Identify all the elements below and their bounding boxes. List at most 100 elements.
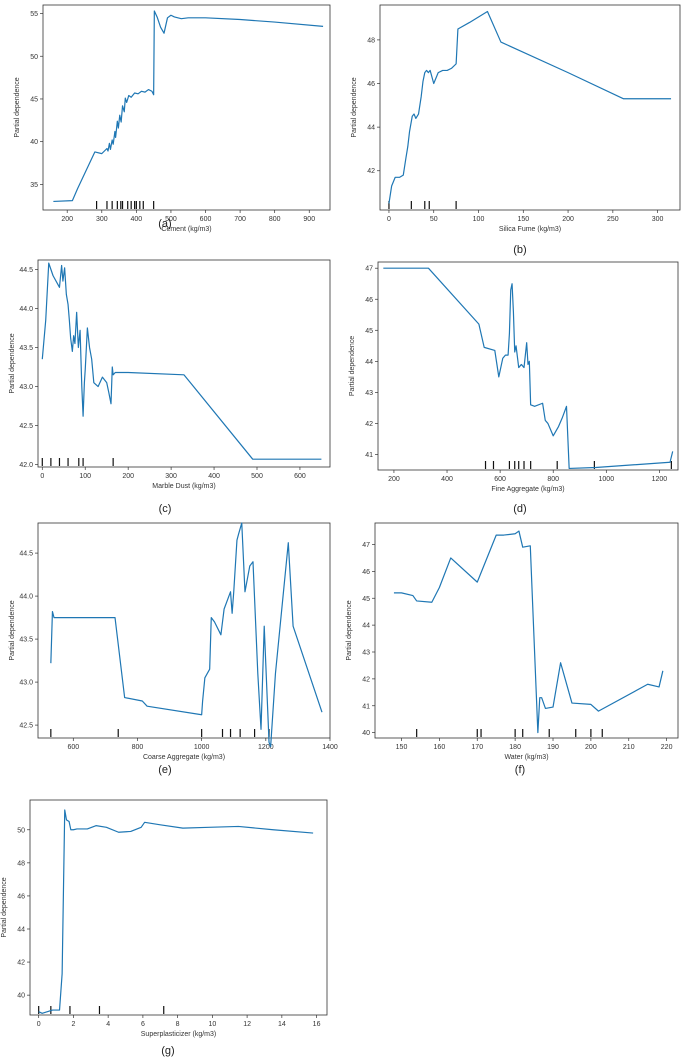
x-tick-label: 0 [40, 473, 44, 480]
y-tick-label: 40 [17, 993, 25, 1000]
y-tick-label: 44 [362, 623, 370, 630]
y-tick-label: 44 [17, 927, 25, 934]
partial-dependence-line [38, 809, 314, 1014]
x-tick-label: 210 [623, 744, 635, 751]
y-tick-label: 46 [365, 297, 373, 304]
y-tick-label: 48 [17, 860, 25, 867]
x-tick-label: 150 [396, 744, 408, 751]
y-tick-label: 43.0 [19, 680, 33, 687]
chart-panel-1: 200 300 400 500 600 700 800 900 35 40 45 50 55 Cement… [14, 4, 331, 233]
x-tick-label: 14 [278, 1021, 286, 1028]
y-tick-label: 46 [17, 893, 25, 900]
x-tick-label: 180 [509, 744, 521, 751]
x-tick-label: 12 [243, 1021, 251, 1028]
panel-label: (g) [161, 1045, 174, 1057]
x-tick-label: 50 [430, 216, 438, 223]
x-tick-label: 170 [471, 744, 483, 751]
chart-panel-4: 200 400 600 800 1000 1200 41 42 43 44 45 46 47 Fine A… [349, 261, 679, 515]
y-tick-label: 47 [365, 266, 373, 273]
y-tick-label: 44 [365, 359, 373, 366]
x-tick-label: 250 [607, 216, 619, 223]
partial-dependence-line [393, 530, 664, 734]
panel-label: (b) [513, 244, 526, 256]
y-axis-label: Partial dependence [1, 877, 8, 937]
x-tick-label: 1200 [652, 476, 668, 483]
y-tick-label: 44.5 [19, 551, 33, 558]
x-tick-label: 200 [122, 473, 134, 480]
x-axis-label: Marble Dust (kg/m3) [152, 483, 215, 490]
x-tick-label: 600 [67, 744, 79, 751]
y-tick-label: 42 [367, 168, 375, 175]
x-tick-label: 200 [61, 216, 73, 223]
panel-label: (d) [513, 503, 526, 515]
x-tick-label: 400 [131, 216, 143, 223]
plot-frame [29, 799, 328, 1016]
y-tick-label: 44.5 [19, 267, 33, 274]
y-tick-label: 41 [362, 703, 370, 710]
chart-panel-2: 0 50 100 150 200 250 300 42 44 46 48 Silica Fume (k… [351, 4, 681, 256]
y-tick-label: 43.5 [19, 345, 33, 352]
y-tick-label: 46 [362, 569, 370, 576]
x-tick-label: 200 [388, 476, 400, 483]
x-axis-label: Silica Fume (kg/m3) [499, 226, 561, 233]
x-tick-label: 500 [165, 216, 177, 223]
x-tick-label: 220 [661, 744, 673, 751]
y-tick-label: 43.5 [19, 637, 33, 644]
x-tick-label: 200 [585, 744, 597, 751]
y-tick-label: 41 [365, 452, 373, 459]
x-tick-label: 190 [547, 744, 559, 751]
y-tick-label: 42 [365, 421, 373, 428]
y-tick-label: 46 [367, 81, 375, 88]
x-tick-label: 900 [303, 216, 315, 223]
chart-panel-5: 600 800 1000 1200 1400 42.5 43.0 43.5 44.0 44.5 Co… [9, 522, 338, 776]
y-tick-label: 43.0 [19, 384, 33, 391]
partial-dependence-line [53, 10, 324, 203]
x-axis-label: Fine Aggregate (kg/m3) [491, 486, 564, 493]
y-axis-label: Partial dependence [14, 77, 21, 137]
x-tick-label: 600 [294, 473, 306, 480]
plot-frame [42, 4, 331, 211]
partial-dependence-line [388, 10, 672, 204]
y-axis-label: Partial dependence [9, 600, 16, 660]
x-tick-label: 2 [71, 1021, 75, 1028]
x-tick-label: 6 [141, 1021, 145, 1028]
y-tick-label: 40 [30, 139, 38, 146]
x-tick-label: 1000 [599, 476, 615, 483]
y-axis-label: Partial dependence [346, 600, 353, 660]
chart-panel-3: 0 100 200 300 400 500 600 42.0 42.5 43.0 43.5 44.0 4… [9, 259, 331, 515]
y-tick-label: 47 [362, 542, 370, 549]
x-tick-label: 16 [313, 1021, 321, 1028]
x-tick-label: 1200 [258, 744, 274, 751]
x-tick-label: 300 [652, 216, 664, 223]
x-tick-label: 800 [269, 216, 281, 223]
y-tick-label: 44.0 [19, 594, 33, 601]
y-tick-label: 43 [365, 390, 373, 397]
plot-frame [379, 4, 681, 211]
x-tick-label: 300 [96, 216, 108, 223]
x-tick-label: 600 [200, 216, 212, 223]
y-tick-label: 42.0 [19, 462, 33, 469]
y-tick-label: 44 [367, 125, 375, 132]
panel-label: (e) [158, 764, 171, 776]
y-tick-label: 48 [367, 37, 375, 44]
x-tick-label: 200 [562, 216, 574, 223]
x-tick-label: 100 [79, 473, 91, 480]
y-tick-label: 43 [362, 650, 370, 657]
y-tick-label: 42.5 [19, 423, 33, 430]
y-tick-label: 50 [30, 54, 38, 61]
y-tick-label: 44.0 [19, 306, 33, 313]
panel-label: (f) [515, 764, 525, 776]
x-tick-label: 0 [387, 216, 391, 223]
x-tick-label: 400 [441, 476, 453, 483]
x-tick-label: 300 [165, 473, 177, 480]
x-tick-label: 700 [234, 216, 246, 223]
plot-frame [37, 522, 331, 739]
x-tick-label: 1000 [194, 744, 210, 751]
y-tick-label: 40 [362, 730, 370, 737]
x-axis-label: Water (kg/m3) [504, 754, 548, 761]
partial-dependence-line [50, 522, 323, 748]
x-tick-label: 0 [37, 1021, 41, 1028]
x-tick-label: 800 [547, 476, 559, 483]
y-tick-label: 45 [30, 96, 38, 103]
x-tick-label: 500 [251, 473, 263, 480]
